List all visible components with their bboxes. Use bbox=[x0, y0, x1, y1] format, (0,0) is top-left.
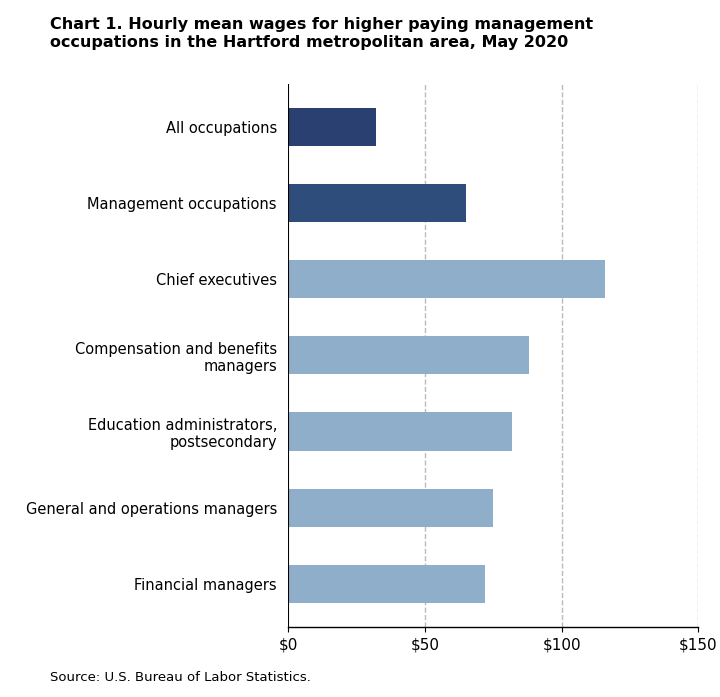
Text: Chart 1. Hourly mean wages for higher paying management: Chart 1. Hourly mean wages for higher pa… bbox=[50, 17, 593, 33]
Bar bbox=[288, 565, 485, 603]
Bar bbox=[288, 185, 466, 222]
Bar bbox=[288, 108, 376, 146]
Text: occupations in the Hartford metropolitan area, May 2020: occupations in the Hartford metropolitan… bbox=[50, 35, 569, 50]
Bar bbox=[288, 337, 528, 374]
Text: Source: U.S. Bureau of Labor Statistics.: Source: U.S. Bureau of Labor Statistics. bbox=[50, 671, 311, 684]
Bar bbox=[288, 413, 513, 450]
Bar bbox=[288, 489, 493, 526]
Bar bbox=[288, 261, 606, 298]
